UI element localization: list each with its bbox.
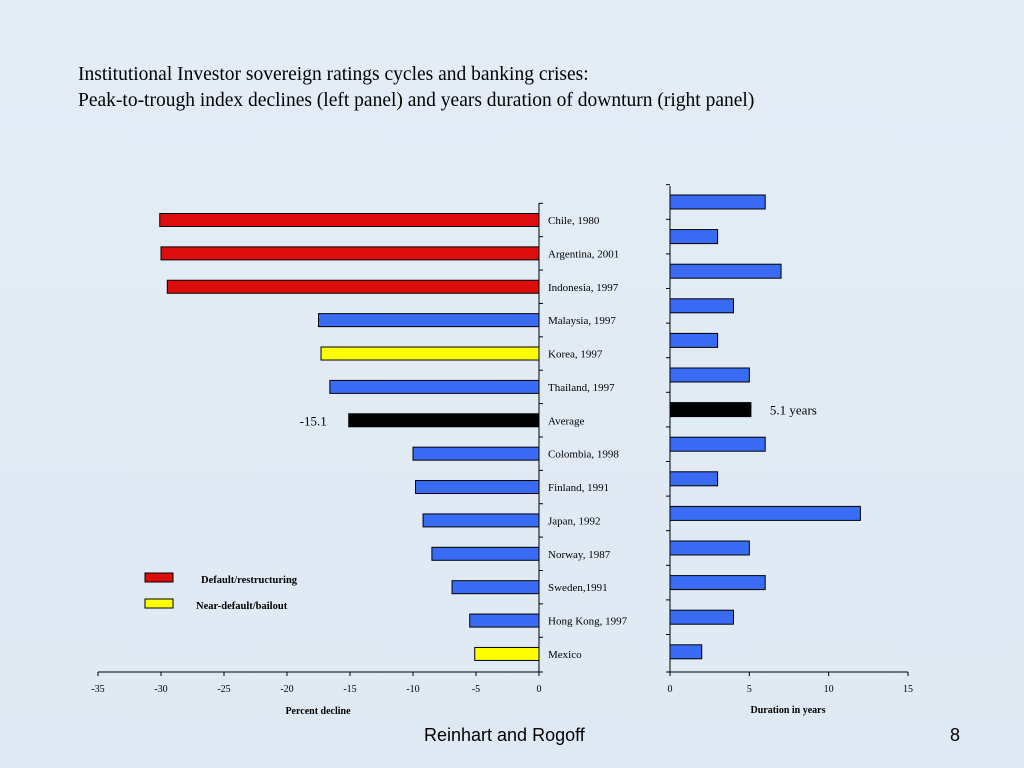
left-x-tick-label: -15 [343,684,356,695]
left-x-axis-label: Percent decline [285,706,351,717]
right-bar-korea-1997 [669,332,719,348]
category-label-japan-1992: Japan, 1992 [548,515,601,527]
right-x-tick-label: 10 [824,684,834,695]
left-bar-japan-1992 [422,513,540,528]
left-bar-indonesia-1997 [166,279,540,294]
left-bar-korea-1997 [320,346,540,361]
right-bar-argentina-2001 [669,229,719,245]
left-bar-colombia-1998 [412,446,540,461]
category-label-hong-kong-1997: Hong Kong, 1997 [548,616,628,628]
category-label-colombia-1998: Colombia, 1998 [548,449,619,461]
category-label-malaysia-1997: Malaysia, 1997 [548,315,616,327]
category-label-korea-1997: Korea, 1997 [548,349,603,361]
left-average-annotation: -15.1 [300,413,327,428]
category-label-thailand-1997: Thailand, 1997 [548,382,615,394]
left-bar-sweden-1991 [451,580,540,595]
right-bar-mexico [669,644,703,660]
left-bar-hong-kong-1997 [469,613,540,628]
legend: Default/restructuring Near-default/bailou… [144,572,298,612]
right-bar-chile-1980 [669,194,766,210]
right-bar-indonesia-1997 [669,263,782,279]
legend-swatch-default-restructuring [144,572,174,583]
legend-swatch-near-default-bailout [144,598,174,609]
category-label-norway-1987: Norway, 1987 [548,549,611,561]
left-x-tick-label: -5 [472,684,480,695]
right-average-annotation: 5.1 years [770,403,817,418]
title-line-2: Peak-to-trough index declines (left pane… [78,90,755,111]
category-label-argentina-2001: Argentina, 2001 [548,248,619,260]
slide-title: Institutional Investor sovereign ratings… [78,62,754,114]
page-number: 8 [950,725,961,745]
left-x-tick-label: -10 [406,684,419,695]
left-x-tick-label: -25 [217,684,230,695]
left-x-tick-label: -35 [91,684,104,695]
category-label-sweden-1991: Sweden,1991 [548,582,608,594]
right-x-tick-label: 5 [747,684,752,695]
left-bar-argentina-2001 [160,246,540,261]
right-x-tick-label: 15 [903,684,913,695]
left-bar-malaysia-1997 [318,313,540,328]
left-bar-chile-1980 [159,213,540,227]
right-bar-colombia-1998 [669,436,766,452]
right-bar-sweden-1991 [669,575,766,591]
right-bar-malaysia-1997 [669,298,734,314]
left-bar-average [348,413,540,428]
left-bar-thailand-1997 [329,379,540,394]
legend-label-near-default-bailout: Near-default/bailout [196,601,288,612]
right-bar-average [669,402,752,418]
legend-label-default-restructuring: Default/restructuring [201,575,298,586]
right-x-axis-label: Duration in years [751,705,826,716]
right-bar-japan-1992 [669,505,861,521]
left-x-tick-label: 0 [537,684,542,695]
category-label-mexico: Mexico [548,649,582,661]
left-panel: -35 -30 -25 -20 -15 -10 -5 0 Percent decline Chil… [91,202,628,717]
left-bar-mexico [474,646,540,661]
category-label-chile-1980: Chile, 1980 [548,215,600,227]
category-label-indonesia-1997: Indonesia, 1997 [548,282,619,294]
left-x-tick-label: -20 [280,684,293,695]
right-bar-finland-1991 [669,471,719,487]
left-x-tick-label: -30 [154,684,167,695]
category-label-average: Average [548,415,585,427]
right-bar-thailand-1997 [669,367,750,383]
footer-author: Reinhart and Rogoff [424,725,585,745]
title-line-1: Institutional Investor sovereign ratings… [78,64,589,85]
right-x-tick-label: 0 [668,684,673,695]
right-panel: 0 5 10 15 Duration in years 5.1 years [666,184,913,716]
left-bar-finland-1991 [415,480,540,495]
left-bar-norway-1987 [431,546,540,561]
category-label-finland-1991: Finland, 1991 [548,482,609,494]
right-bar-norway-1987 [669,540,750,556]
right-bar-hong-kong-1997 [669,609,734,625]
